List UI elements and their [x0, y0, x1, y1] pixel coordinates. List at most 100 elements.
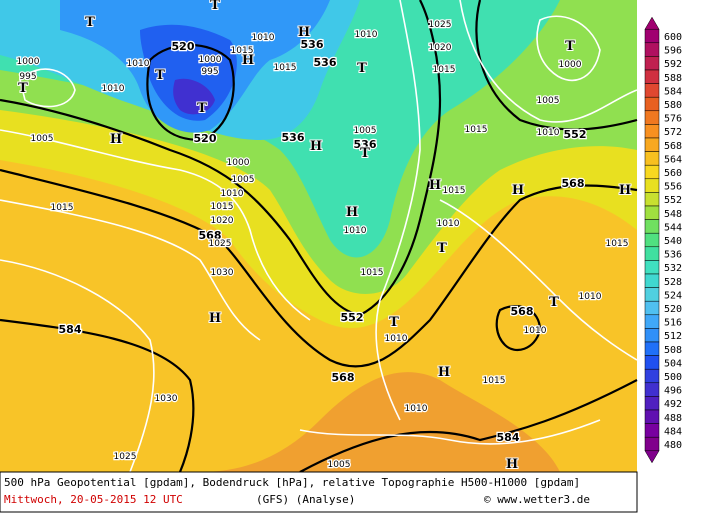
- colorbar-label: 580: [664, 100, 682, 111]
- colorbar-swatch: [644, 287, 660, 302]
- contour-label: 536: [314, 56, 337, 69]
- colorbar-label: 524: [664, 290, 682, 301]
- colorbar-label: 492: [664, 399, 682, 410]
- contour-label: 520: [172, 40, 195, 53]
- map-labels: 520 520 536 536 536 536 552 552 568 568 568 568 584 5…: [15, 0, 632, 473]
- contour-label: 536: [301, 38, 324, 51]
- colorbar-label: 496: [664, 386, 682, 397]
- isobar-label: 1010: [524, 326, 547, 336]
- isobar-label: 1010: [127, 59, 150, 69]
- pressure-center: H: [429, 178, 441, 193]
- contour-label: 568: [562, 177, 585, 190]
- isobar-label: 995: [201, 67, 218, 77]
- isobar-label: 1030: [155, 394, 178, 404]
- colorbar-swatch: [644, 436, 660, 452]
- colorbar-label: 544: [664, 222, 682, 233]
- colorbar-label: 484: [664, 426, 682, 437]
- contour-label: 584: [497, 431, 520, 444]
- colorbar-swatch: [644, 137, 660, 152]
- contour-label: 584: [59, 323, 82, 336]
- colorbar-label: 600: [664, 32, 682, 43]
- pressure-center: T: [389, 315, 399, 330]
- colorbar-swatch: [644, 42, 660, 57]
- colorbar-swatch: [644, 260, 660, 275]
- isobar-label: 1025: [209, 239, 232, 249]
- pressure-center: T: [565, 39, 575, 54]
- pressure-center: H: [506, 457, 518, 472]
- isobar-label: 1010: [579, 292, 602, 302]
- isobar-label: 1030: [211, 268, 234, 278]
- colorbar-swatch: [644, 205, 660, 220]
- contour-label: 536: [282, 131, 305, 144]
- colorbar-label: 576: [664, 114, 682, 125]
- colorbar-label: 512: [664, 331, 682, 342]
- colorbar-swatch: [644, 341, 660, 356]
- colorbar-swatch: [644, 219, 660, 234]
- colorbar-swatch: [644, 423, 660, 438]
- colorbar-swatch: [644, 178, 660, 193]
- isobar-label: 1015: [231, 46, 254, 56]
- isobar-label: 1010: [355, 30, 378, 40]
- colorbar-label: 532: [664, 263, 682, 274]
- colorbar-label: 548: [664, 209, 682, 220]
- isobar-label: 1025: [114, 452, 137, 462]
- footer-title: 500 hPa Geopotential [gpdam], Bodendruck…: [4, 476, 580, 489]
- footer-date: Mittwoch, 20-05-2015 12 UTC: [4, 493, 183, 506]
- colorbar-swatch: [644, 273, 660, 288]
- isobar-label: 1010: [437, 219, 460, 229]
- isobar-label: 1005: [354, 126, 377, 136]
- contour-label: 536: [354, 138, 377, 151]
- isobar-label: 1010: [252, 33, 275, 43]
- colorbar-swatch: [644, 396, 660, 411]
- colorbar-label: 560: [664, 168, 682, 179]
- pressure-center: H: [209, 311, 221, 326]
- isobar-label: 1015: [465, 125, 488, 135]
- colorbar-label: 500: [664, 372, 682, 383]
- isobar-label: 1005: [537, 96, 560, 106]
- isobar-label: 1010: [221, 189, 244, 199]
- isobar-label: 1010: [344, 226, 367, 236]
- pressure-center: T: [197, 101, 207, 116]
- colorbar-cap-bottom: [644, 450, 660, 464]
- colorbar-swatch: [644, 192, 660, 207]
- isobar-label: 1010: [102, 84, 125, 94]
- colorbar-label: 592: [664, 59, 682, 70]
- isobar-label: 1010: [405, 404, 428, 414]
- colorbar-swatch: [644, 83, 660, 98]
- colorbar-label: 508: [664, 345, 682, 356]
- map: [0, 0, 638, 473]
- colorbar-swatch: [644, 314, 660, 329]
- colorbar: 600 596 592 588 584 580 576 572 568 564 560 556 552 5…: [644, 16, 682, 464]
- colorbar-swatch: [644, 382, 660, 397]
- colorbar-label: 540: [664, 236, 682, 247]
- colorbar-swatch: [644, 124, 660, 139]
- colorbar-swatch: [644, 300, 660, 316]
- colorbar-label: 564: [664, 154, 682, 165]
- isobar-label: 1005: [328, 460, 351, 470]
- colorbar-label: 556: [664, 182, 682, 193]
- pressure-center: T: [357, 61, 367, 76]
- colorbar-label: 528: [664, 277, 682, 288]
- colorbar-label: 568: [664, 141, 682, 152]
- isobar-label: 995: [19, 72, 36, 82]
- isobar-label: 1000: [559, 60, 582, 70]
- colorbar-label: 504: [664, 358, 682, 369]
- contour-label: 520: [194, 132, 217, 145]
- isobar-label: 1005: [232, 175, 255, 185]
- colorbar-swatch: [644, 246, 660, 261]
- pressure-center: T: [85, 15, 95, 30]
- colorbar-swatch: [644, 96, 660, 112]
- footer-credit: © www.wetter3.de: [484, 493, 590, 506]
- isobar-label: 1015: [361, 268, 384, 278]
- colorbar-label: 584: [664, 86, 682, 97]
- isobar-label: 1015: [51, 203, 74, 213]
- pressure-center: T: [360, 146, 370, 161]
- isobar-label: 1025: [429, 20, 452, 30]
- isobar-label: 1010: [537, 128, 560, 138]
- isobar-label: 1000: [227, 158, 250, 168]
- colorbar-label: 596: [664, 46, 682, 57]
- isobar-label: 1005: [31, 134, 54, 144]
- contour-label: 568: [511, 305, 534, 318]
- colorbar-label: 516: [664, 318, 682, 329]
